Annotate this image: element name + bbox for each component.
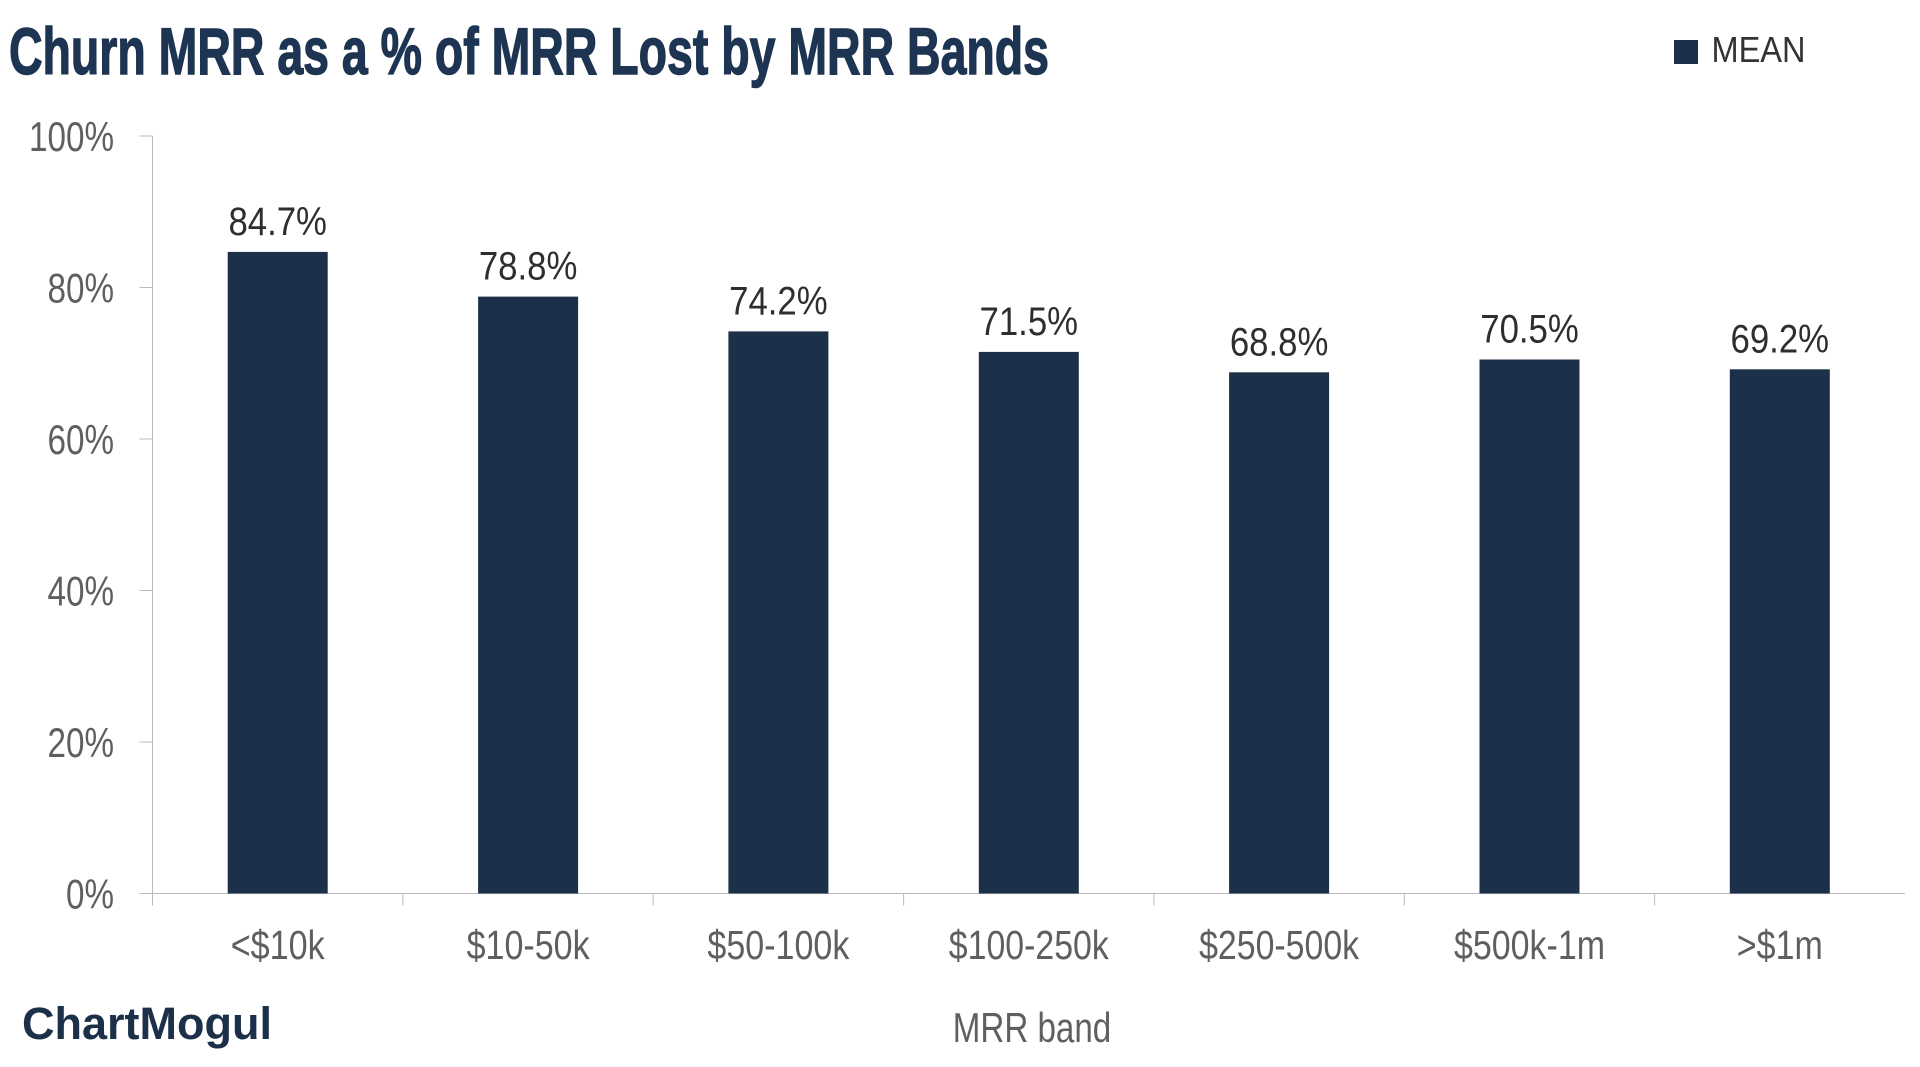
svg-text:69.2%: 69.2% <box>1731 317 1830 361</box>
svg-text:74.2%: 74.2% <box>729 279 828 323</box>
svg-text:$100-250k: $100-250k <box>949 922 1109 968</box>
svg-text:40%: 40% <box>48 567 115 614</box>
svg-text:100%: 100% <box>29 113 114 160</box>
svg-text:20%: 20% <box>48 719 115 766</box>
svg-text:78.8%: 78.8% <box>479 245 578 289</box>
svg-text:84.7%: 84.7% <box>228 200 327 244</box>
svg-text:Churn MRR as a % of MRR Lost b: Churn MRR as a % of MRR Lost by MRR Band… <box>9 14 1049 88</box>
svg-text:$250-500k: $250-500k <box>1199 922 1359 968</box>
svg-text:MEAN: MEAN <box>1712 29 1806 70</box>
svg-text:ChartMogul: ChartMogul <box>22 998 272 1049</box>
svg-text:60%: 60% <box>48 416 115 463</box>
svg-text:$50-100k: $50-100k <box>707 922 849 968</box>
svg-text:0%: 0% <box>66 870 114 917</box>
svg-text:<$10k: <$10k <box>231 922 325 968</box>
svg-text:70.5%: 70.5% <box>1480 308 1579 352</box>
svg-text:$10-50k: $10-50k <box>467 922 590 968</box>
svg-text:>$1m: >$1m <box>1737 922 1823 968</box>
svg-text:MRR band: MRR band <box>953 1004 1112 1051</box>
svg-text:$500k-1m: $500k-1m <box>1454 922 1605 968</box>
svg-text:68.8%: 68.8% <box>1230 320 1329 364</box>
svg-text:80%: 80% <box>48 264 115 311</box>
svg-text:71.5%: 71.5% <box>980 300 1079 344</box>
